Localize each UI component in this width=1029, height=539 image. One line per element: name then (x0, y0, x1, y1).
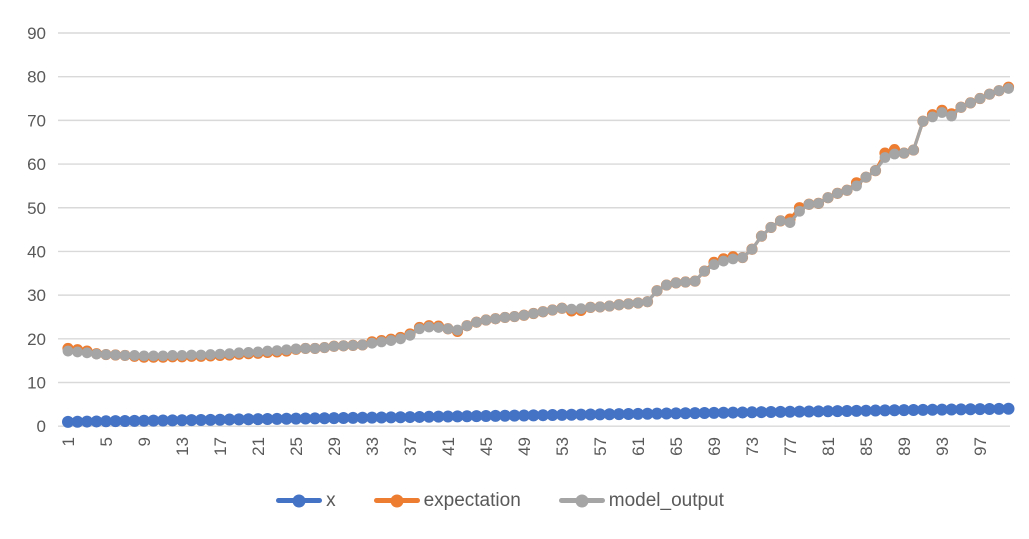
series-x (62, 402, 1015, 428)
svg-text:50: 50 (27, 199, 46, 218)
series-model_output (62, 83, 1014, 362)
svg-text:41: 41 (439, 437, 458, 456)
svg-text:89: 89 (895, 437, 914, 456)
svg-text:77: 77 (781, 437, 800, 456)
legend-item-expectation[interactable]: expectation (373, 490, 521, 511)
series-expectation (62, 81, 1015, 363)
y-gridlines (58, 32, 1010, 427)
svg-text:37: 37 (401, 437, 420, 456)
svg-text:13: 13 (173, 437, 192, 456)
svg-text:0: 0 (37, 417, 46, 436)
legend-marker-model-output-icon (558, 494, 605, 507)
svg-text:10: 10 (27, 374, 46, 393)
legend-item-x[interactable]: x (276, 491, 336, 510)
x-axis-labels: 1 5 9 13 17 21 25 29 33 37 41 45 49 53 57 61 65 69 73 77 81 8… (59, 437, 990, 456)
svg-text:5: 5 (97, 437, 116, 446)
svg-text:60: 60 (27, 155, 46, 174)
legend-label-model-output: model_output (608, 490, 724, 511)
svg-text:30: 30 (27, 286, 46, 305)
svg-text:1: 1 (59, 437, 78, 446)
legend-marker-x-icon (276, 494, 323, 507)
svg-text:25: 25 (287, 437, 306, 456)
legend-label-x: x (326, 490, 336, 511)
legend-item-model-output[interactable]: model_output (558, 490, 724, 511)
svg-text:81: 81 (819, 437, 838, 456)
svg-text:70: 70 (27, 111, 46, 130)
svg-text:20: 20 (27, 330, 46, 349)
legend-label-expectation: expectation (423, 490, 521, 511)
svg-text:49: 49 (515, 437, 534, 456)
svg-text:53: 53 (553, 437, 572, 456)
svg-text:21: 21 (249, 437, 268, 456)
svg-text:17: 17 (211, 437, 230, 456)
svg-text:33: 33 (363, 437, 382, 456)
chart-legend: x expectation model_output (0, 491, 1000, 510)
svg-text:93: 93 (933, 437, 952, 456)
svg-text:90: 90 (27, 24, 46, 43)
svg-text:69: 69 (705, 437, 724, 456)
svg-text:9: 9 (135, 437, 154, 446)
svg-text:80: 80 (27, 68, 46, 87)
svg-text:73: 73 (743, 437, 762, 456)
legend-marker-expectation-icon (373, 494, 420, 507)
svg-text:45: 45 (477, 437, 496, 456)
svg-text:61: 61 (629, 437, 648, 456)
svg-text:85: 85 (857, 437, 876, 456)
legend-dot-expectation-icon (390, 494, 404, 507)
svg-text:97: 97 (971, 437, 990, 456)
svg-text:40: 40 (27, 242, 46, 261)
y-axis-labels: 0 10 20 30 40 50 60 70 80 90 (27, 24, 46, 436)
legend-dot-x-icon (292, 494, 306, 507)
svg-text:57: 57 (591, 437, 610, 456)
svg-text:29: 29 (325, 437, 344, 456)
svg-text:65: 65 (667, 437, 686, 456)
legend-dot-model-output-icon (575, 494, 589, 507)
